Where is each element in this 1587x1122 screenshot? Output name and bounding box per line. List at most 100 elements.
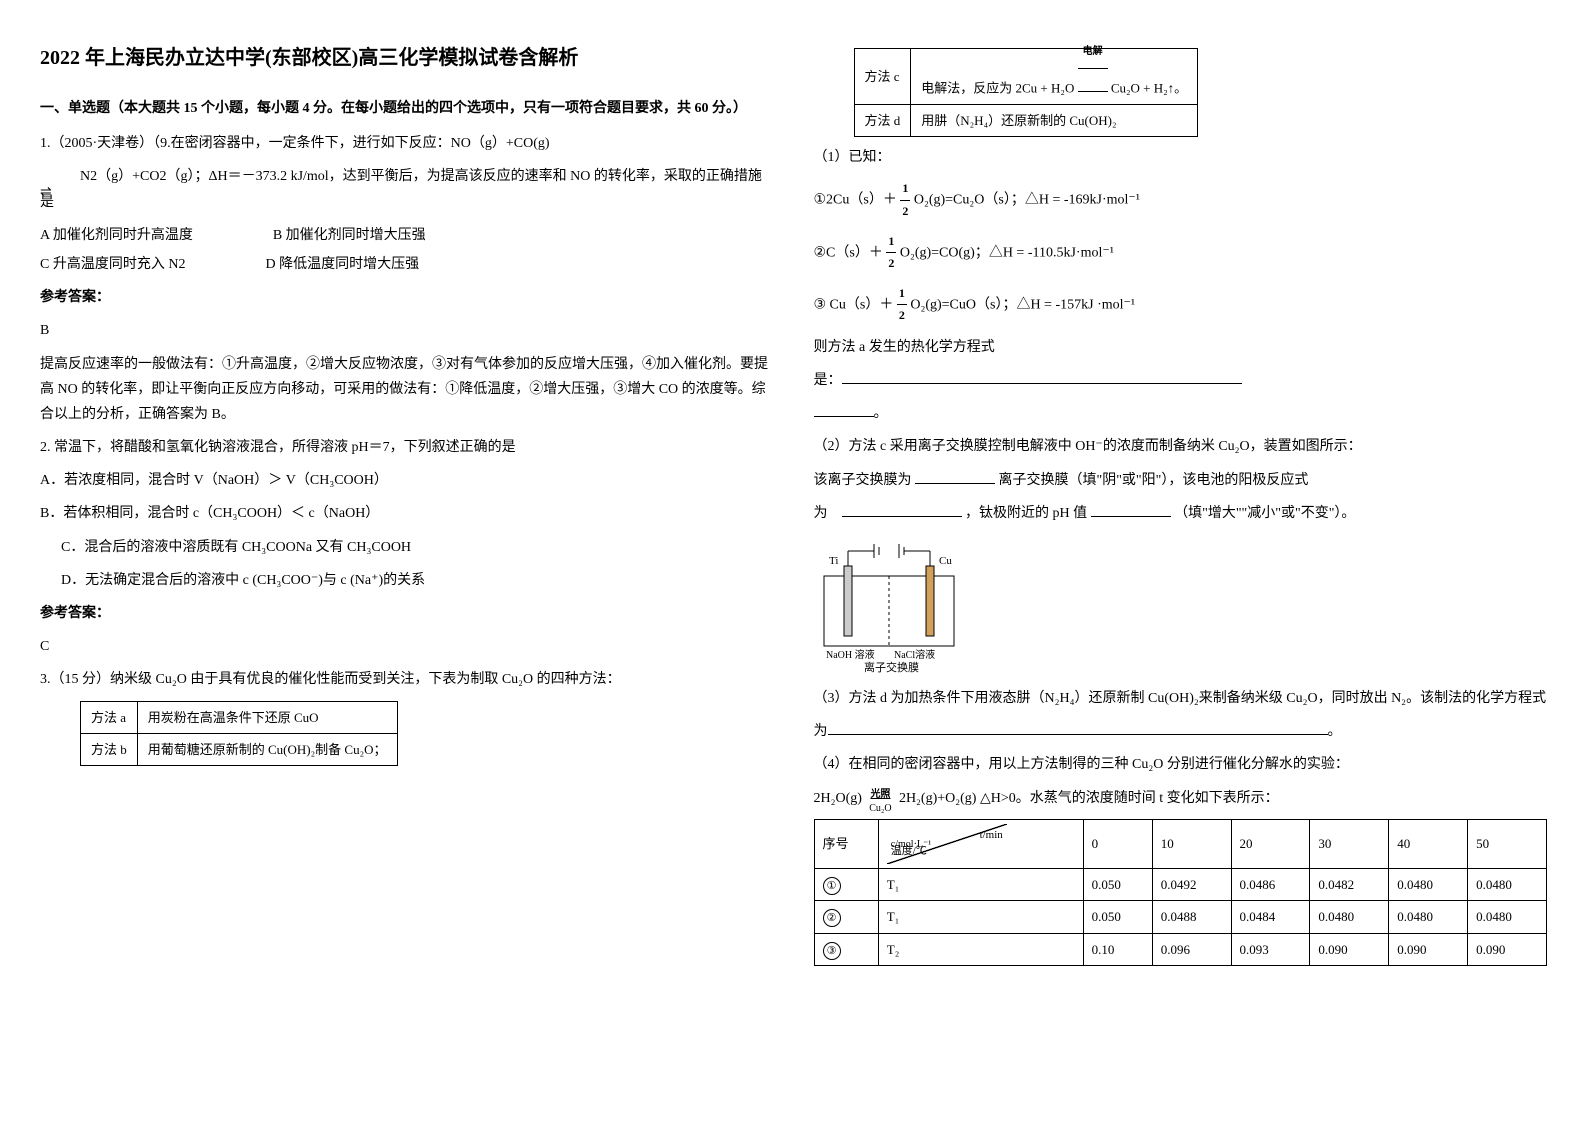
q1-stem-line2-text: N2（g）+CO2（g）；ΔH＝－373.2 kJ/mol，达到平衡后，为提高该… bbox=[40, 169, 762, 209]
fraction-icon: 12 bbox=[886, 231, 896, 275]
table-row: 方法 a 用炭粉在高温条件下还原 CuO bbox=[81, 701, 398, 733]
method-c-desc: 电解法，反应为 2Cu + H₂O 电解 Cu₂O + H₂↑。 bbox=[911, 49, 1198, 105]
q2-option-d: D．无法确定混合后的溶液中 c (CH₃COO⁻)与 c (Na⁺)的关系 bbox=[61, 568, 774, 593]
cell: 0.093 bbox=[1231, 933, 1310, 965]
q3-p2-line3: 为 ，钛极附近的 pH 值 （填"增大""减小"或"不变"）。 bbox=[814, 501, 1548, 526]
q2-answer-label: 参考答案： bbox=[40, 601, 774, 626]
cell: 0.0482 bbox=[1310, 868, 1389, 900]
table-row: ③ T₂ 0.10 0.096 0.093 0.090 0.090 0.090 bbox=[814, 933, 1547, 965]
method-d-label: 方法 d bbox=[854, 104, 911, 136]
answer-blank bbox=[1091, 502, 1171, 517]
cell: 0.0480 bbox=[1389, 868, 1468, 900]
q1-answer: B bbox=[40, 318, 774, 343]
svg-text:离子交换膜: 离子交换膜 bbox=[864, 660, 919, 674]
q3-methods-table-part1: 方法 a 用炭粉在高温条件下还原 CuO 方法 b 用葡萄糖还原新制的 Cu(O… bbox=[80, 701, 398, 767]
cell: 0.090 bbox=[1389, 933, 1468, 965]
q3-p3-tail: 为。 bbox=[814, 719, 1548, 744]
q3-p4: （4）在相同的密闭容器中，用以上方法制得的三种 Cu₂O 分别进行催化分解水的实… bbox=[814, 752, 1548, 777]
cell: 0.090 bbox=[1310, 933, 1389, 965]
diagram-svg: Ti Cu NaOH 溶液 NaCl溶液 离子交换膜 bbox=[814, 536, 974, 676]
q1-option-a: A 加催化剂同时升高温度 bbox=[40, 223, 193, 248]
method-b-label: 方法 b bbox=[81, 733, 138, 765]
section-1-heading: 一、单选题（本大题共 15 个小题，每小题 4 分。在每小题给出的四个选项中，只… bbox=[40, 96, 774, 121]
electrolysis-label: 电解 bbox=[1078, 43, 1108, 61]
q3-eq3: ③ Cu（s）＋ 12 O₂(g)=CuO（s）；△H = -157kJ ·mo… bbox=[814, 283, 1548, 327]
cell: 0.0480 bbox=[1310, 901, 1389, 933]
table-header-row: 序号 t/min c/mol·L⁻¹ 温度/℃ 0 10 20 30 40 50 bbox=[814, 819, 1547, 868]
q3-stem: 3.（15 分）纳米级 Cu₂O 由于具有优良的催化性能而受到关注，下表为制取 … bbox=[40, 667, 774, 692]
table-header-seq: 序号 bbox=[814, 819, 878, 868]
method-b-desc: 用葡萄糖还原新制的 Cu(OH)₂制备 Cu₂O； bbox=[137, 733, 397, 765]
svg-text:NaOH 溶液: NaOH 溶液 bbox=[826, 648, 875, 661]
fraction-icon: 12 bbox=[900, 178, 910, 222]
row-index: ① bbox=[823, 877, 841, 895]
q1-explanation: 提高反应速率的一般做法有：①升高温度，②增大反应物浓度，③对有气体参加的反应增大… bbox=[40, 352, 774, 428]
cell: 0.050 bbox=[1083, 901, 1152, 933]
table-row: 方法 b 用葡萄糖还原新制的 Cu(OH)₂制备 Cu₂O； bbox=[81, 733, 398, 765]
cell: 0.0484 bbox=[1231, 901, 1310, 933]
table-row: ② T₁ 0.050 0.0488 0.0484 0.0480 0.0480 0… bbox=[814, 901, 1547, 933]
table-header-t50: 50 bbox=[1468, 819, 1547, 868]
q3-p1-head: （1）已知： bbox=[814, 145, 1548, 170]
eq3-pre: ③ Cu（s）＋ bbox=[814, 297, 894, 312]
cell: 0.0492 bbox=[1152, 868, 1231, 900]
answer-blank bbox=[915, 469, 995, 484]
eq3-post: O₂(g)=CuO（s）；△H = -157kJ ·mol⁻¹ bbox=[910, 297, 1135, 312]
method-a-desc: 用炭粉在高温条件下还原 CuO bbox=[137, 701, 397, 733]
table-header-t30: 30 bbox=[1310, 819, 1389, 868]
table-header-diag: t/min c/mol·L⁻¹ 温度/℃ bbox=[878, 819, 1083, 868]
row-index: ② bbox=[823, 909, 841, 927]
cell: 0.0480 bbox=[1389, 901, 1468, 933]
electrolysis-diagram: Ti Cu NaOH 溶液 NaCl溶液 离子交换膜 bbox=[814, 536, 1548, 676]
cell: 0.0480 bbox=[1468, 868, 1547, 900]
q3-eq2: ②C（s）＋ 12 O₂(g)=CO(g)；△H = -110.5kJ·mol⁻… bbox=[814, 231, 1548, 275]
q3-eq1: ①2Cu（s）＋ 12 O₂(g)=Cu₂O（s）；△H = -169kJ·mo… bbox=[814, 178, 1548, 222]
table-header-t0: 0 bbox=[1083, 819, 1152, 868]
q2-option-b: B．若体积相同，混合时 c（CH₃COOH）＜ c（NaOH） bbox=[40, 501, 774, 526]
table-row: 方法 d 用肼（N₂H₄）还原新制的 Cu(OH)₂ bbox=[854, 104, 1198, 136]
method-a-label: 方法 a bbox=[81, 701, 138, 733]
eq1-post: O₂(g)=Cu₂O（s）；△H = -169kJ·mol⁻¹ bbox=[914, 193, 1140, 208]
page-title: 2022 年上海民办立达中学(东部校区)高三化学模拟试卷含解析 bbox=[40, 40, 774, 76]
q3-p2: （2）方法 c 采用离子交换膜控制电解液中 OH⁻的浓度而制备纳米 Cu₂O，装… bbox=[814, 434, 1548, 459]
q2-answer: C bbox=[40, 634, 774, 659]
q2-stem: 2. 常温下，将醋酸和氢氧化钠溶液混合，所得溶液 pH＝7，下列叙述正确的是 bbox=[40, 435, 774, 460]
q3-p1-tail: 则方法 a 发生的热化学方程式 bbox=[814, 335, 1548, 360]
cell: 0.0488 bbox=[1152, 901, 1231, 933]
method-d-desc: 用肼（N₂H₄）还原新制的 Cu(OH)₂ bbox=[911, 104, 1198, 136]
cell-temp: T₂ bbox=[878, 933, 1083, 965]
answer-blank bbox=[842, 369, 1242, 384]
q2-option-a: A．若浓度相同，混合时 V（NaOH）＞ V（CH₃COOH） bbox=[40, 468, 774, 493]
method-c-desc-post: Cu₂O + H₂↑。 bbox=[1111, 80, 1187, 95]
q1-stem-line1: 1.（2005·天津卷）（9.在密闭容器中，一定条件下，进行如下反应：NO（g）… bbox=[40, 131, 774, 156]
eq2-post: O₂(g)=CO(g)；△H = -110.5kJ·mol⁻¹ bbox=[900, 245, 1114, 260]
method-c-label: 方法 c bbox=[854, 49, 911, 105]
table-header-t10: 10 bbox=[1152, 819, 1231, 868]
table-header-t40: 40 bbox=[1389, 819, 1468, 868]
eq2-pre: ②C（s）＋ bbox=[814, 245, 883, 260]
fraction-icon: 12 bbox=[897, 283, 907, 327]
svg-text:Cu: Cu bbox=[939, 555, 952, 567]
q1-option-b: B 加催化剂同时增大压强 bbox=[273, 223, 426, 248]
q2-option-c: C．混合后的溶液中溶质既有 CH₃COONa 又有 CH₃COOH bbox=[61, 535, 774, 560]
cell: 0.096 bbox=[1152, 933, 1231, 965]
cell: 0.0480 bbox=[1468, 901, 1547, 933]
q3-p2-line2: 该离子交换膜为 离子交换膜（填"阴"或"阳"），该电池的阳极反应式 bbox=[814, 468, 1548, 493]
cell: 0.090 bbox=[1468, 933, 1547, 965]
svg-text:Ti: Ti bbox=[829, 555, 838, 567]
answer-blank bbox=[814, 402, 874, 417]
q3-p4-eq: 2H₂O(g) 光照 Cu₂O 2H₂(g)+O₂(g) △H>0。水蒸气的浓度… bbox=[814, 786, 1548, 811]
table-header-t20: 20 bbox=[1231, 819, 1310, 868]
cell: 0.050 bbox=[1083, 868, 1152, 900]
table-row: ① T₁ 0.050 0.0492 0.0486 0.0482 0.0480 0… bbox=[814, 868, 1547, 900]
cell: 0.0486 bbox=[1231, 868, 1310, 900]
table-row: 方法 c 电解法，反应为 2Cu + H₂O 电解 Cu₂O + H₂↑。 bbox=[854, 49, 1198, 105]
q1-option-d: D 降低温度同时增大压强 bbox=[265, 252, 419, 277]
q3-p3: （3）方法 d 为加热条件下用液态肼（N₂H₄）还原新制 Cu(OH)₂来制备纳… bbox=[814, 686, 1548, 711]
q1-answer-label: 参考答案： bbox=[40, 285, 774, 310]
q1-option-c: C 升高温度同时充入 N2 bbox=[40, 252, 185, 277]
q3-methods-table-part2: 方法 c 电解法，反应为 2Cu + H₂O 电解 Cu₂O + H₂↑。 方法… bbox=[854, 48, 1199, 137]
svg-text:NaCl溶液: NaCl溶液 bbox=[894, 648, 935, 661]
q3-data-table: 序号 t/min c/mol·L⁻¹ 温度/℃ 0 10 20 30 40 50… bbox=[814, 819, 1548, 966]
cell-temp: T₁ bbox=[878, 868, 1083, 900]
